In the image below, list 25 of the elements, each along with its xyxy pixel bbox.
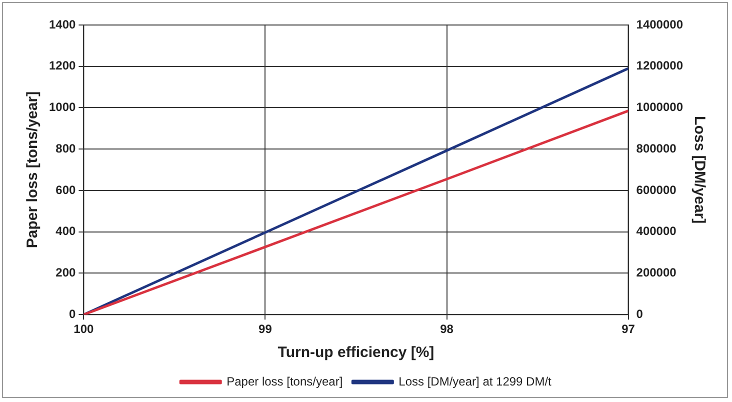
y-tick-label: 1000	[48, 100, 76, 114]
y-tick-label: 800	[56, 141, 76, 156]
y-tick-label: 1200	[48, 58, 76, 73]
legend-label: Loss [DM/year] at 1299 DM/t	[398, 374, 552, 388]
y2-tick-label: 600000	[636, 182, 677, 197]
y2-tick-label: 400000	[636, 224, 677, 238]
y2-tick-label: 0	[636, 306, 644, 321]
y-tick-label: 400	[56, 224, 76, 238]
y-tick-label: 600	[56, 182, 76, 197]
x-tick-label: 99	[258, 322, 272, 336]
y2-axis-title: Loss [DM/year]	[690, 116, 708, 224]
x-axis-title: Turn-up efficiency [%]	[278, 344, 434, 362]
x-tick-label: 98	[440, 322, 454, 336]
y2-tick-label: 200000	[636, 266, 677, 280]
y2-tick-label: 1400000	[636, 17, 684, 32]
y-tick-label: 1400	[48, 17, 76, 32]
y2-tick-label: 1200000	[636, 58, 684, 73]
x-tick-label: 100	[74, 322, 94, 336]
legend-label: Paper loss [tons/year]	[226, 374, 343, 388]
x-tick-label: 97	[622, 322, 636, 336]
y-tick-label: 0	[69, 306, 76, 321]
y-axis-title: Paper loss [tons/year]	[24, 91, 42, 248]
y-tick-label: 200	[56, 266, 76, 280]
y2-tick-label: 1000000	[636, 100, 684, 114]
y2-tick-label: 800000	[636, 141, 677, 156]
